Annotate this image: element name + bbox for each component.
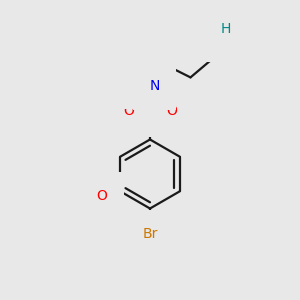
Text: Br: Br	[142, 227, 158, 241]
Text: H: H	[221, 22, 231, 36]
Text: N: N	[149, 80, 160, 93]
Text: H: H	[136, 78, 147, 92]
Text: S: S	[145, 103, 155, 118]
Text: O: O	[123, 104, 134, 118]
Text: O: O	[206, 32, 217, 45]
Text: O: O	[166, 104, 177, 118]
Text: O: O	[96, 189, 107, 203]
